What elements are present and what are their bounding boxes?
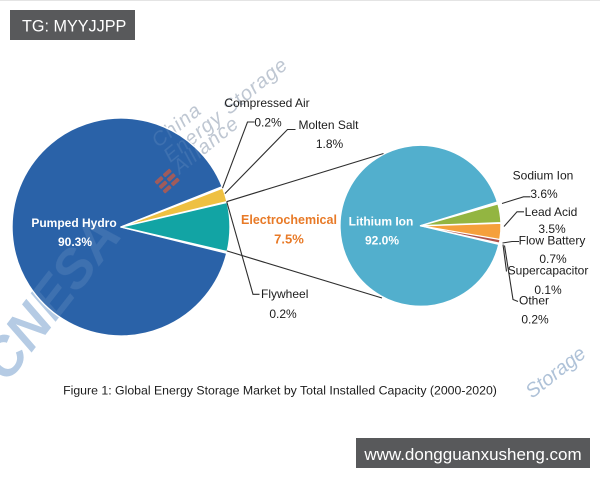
svg-text:3.6%: 3.6%: [530, 187, 558, 201]
svg-text:Flywheel: Flywheel: [261, 287, 308, 301]
svg-text:TG: MYYJJPP: TG: MYYJJPP: [22, 18, 126, 36]
svg-text:92.0%: 92.0%: [365, 234, 399, 248]
svg-text:0.2%: 0.2%: [254, 116, 282, 130]
svg-text:Sodium Ion: Sodium Ion: [513, 169, 574, 183]
svg-text:7.5%: 7.5%: [274, 232, 304, 247]
svg-text:Lithium Ion: Lithium Ion: [349, 215, 414, 229]
svg-text:0.2%: 0.2%: [269, 307, 297, 321]
svg-text:Supercapacitor: Supercapacitor: [508, 263, 589, 277]
svg-text:Molten Salt: Molten Salt: [298, 118, 359, 132]
svg-text:0.1%: 0.1%: [534, 283, 562, 297]
svg-text:0.2%: 0.2%: [521, 313, 549, 327]
svg-text:Figure 1: Global Energy Storag: Figure 1: Global Energy Storage Market b…: [63, 384, 497, 398]
svg-text:Compressed Air: Compressed Air: [224, 96, 309, 110]
svg-text:0.7%: 0.7%: [539, 252, 567, 266]
svg-text:1.8%: 1.8%: [316, 137, 344, 151]
svg-text:Lead Acid: Lead Acid: [525, 205, 578, 219]
svg-text:Other: Other: [519, 294, 549, 308]
svg-text:www.dongguanxusheng.com: www.dongguanxusheng.com: [363, 445, 581, 464]
svg-text:Pumped Hydro: Pumped Hydro: [31, 216, 116, 230]
svg-text:3.5%: 3.5%: [538, 222, 566, 236]
svg-text:Flow Battery: Flow Battery: [519, 233, 586, 247]
svg-text:90.3%: 90.3%: [58, 235, 92, 249]
svg-text:Electrochemical: Electrochemical: [241, 213, 337, 227]
